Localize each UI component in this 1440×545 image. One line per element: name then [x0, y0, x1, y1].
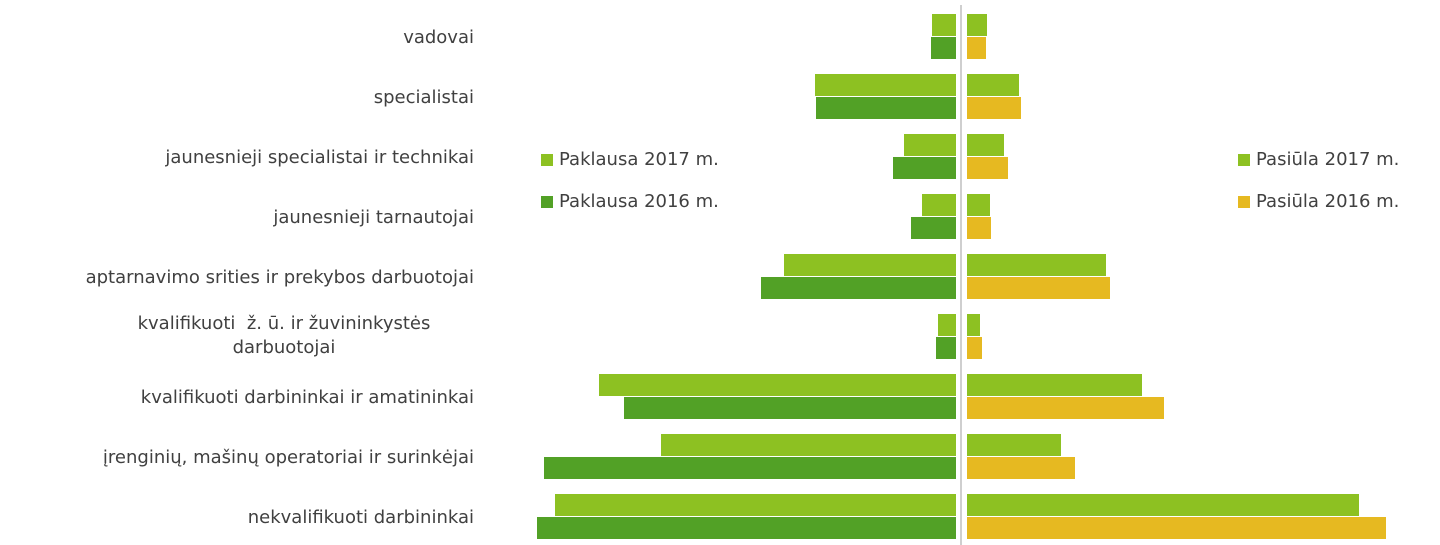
- category-label: kvalifikuoti ž. ū. ir žuvininkystės darb…: [137, 313, 437, 358]
- bar: [967, 14, 987, 36]
- bar: [967, 277, 1110, 299]
- legend-swatch: [541, 196, 553, 208]
- bar: [938, 314, 956, 336]
- legend-label: Paklausa 2017 m.: [559, 149, 719, 170]
- bar: [761, 277, 956, 299]
- bar: [784, 254, 956, 276]
- category-label: specialistai: [373, 87, 474, 108]
- bar: [967, 314, 980, 336]
- bar: [931, 37, 956, 59]
- bar: [911, 217, 956, 239]
- category-label: jaunesnieji specialistai ir technikai: [165, 147, 474, 168]
- bar: [661, 434, 956, 456]
- bar: [816, 97, 956, 119]
- bar: [967, 37, 986, 59]
- bar: [967, 254, 1106, 276]
- bar: [922, 194, 956, 216]
- bar: [967, 74, 1019, 96]
- category-label: įrenginių, mašinų operatoriai ir surinkė…: [102, 447, 474, 468]
- bar: [967, 434, 1061, 456]
- category-label: kvalifikuoti darbininkai ir amatininkai: [140, 387, 474, 408]
- legend-label: Pasiūla 2017 m.: [1256, 149, 1400, 170]
- bar: [967, 494, 1359, 516]
- bar: [967, 374, 1142, 396]
- bar: [904, 134, 956, 156]
- bar: [967, 397, 1164, 419]
- category-label: aptarnavimo srities ir prekybos darbuoto…: [85, 267, 474, 288]
- bar: [893, 157, 956, 179]
- legend-swatch: [1238, 196, 1250, 208]
- bar: [967, 217, 991, 239]
- category-label: nekvalifikuoti darbininkai: [247, 507, 474, 528]
- bar: [967, 194, 990, 216]
- bar: [544, 457, 956, 479]
- category-label: jaunesnieji tarnautojai: [273, 207, 474, 228]
- bar: [537, 517, 956, 539]
- bar: [967, 517, 1386, 539]
- bar: [815, 74, 956, 96]
- bar: [967, 457, 1075, 479]
- bar: [967, 157, 1008, 179]
- legend-swatch: [1238, 154, 1250, 166]
- bar: [967, 134, 1004, 156]
- bar: [967, 337, 982, 359]
- bar: [932, 14, 956, 36]
- legend-swatch: [541, 154, 553, 166]
- legend-label: Pasiūla 2016 m.: [1256, 191, 1400, 212]
- bar: [555, 494, 956, 516]
- bar: [936, 337, 956, 359]
- bar: [599, 374, 956, 396]
- legend-label: Paklausa 2016 m.: [559, 191, 719, 212]
- bar: [624, 397, 956, 419]
- category-label: vadovai: [403, 27, 474, 48]
- bar: [967, 97, 1021, 119]
